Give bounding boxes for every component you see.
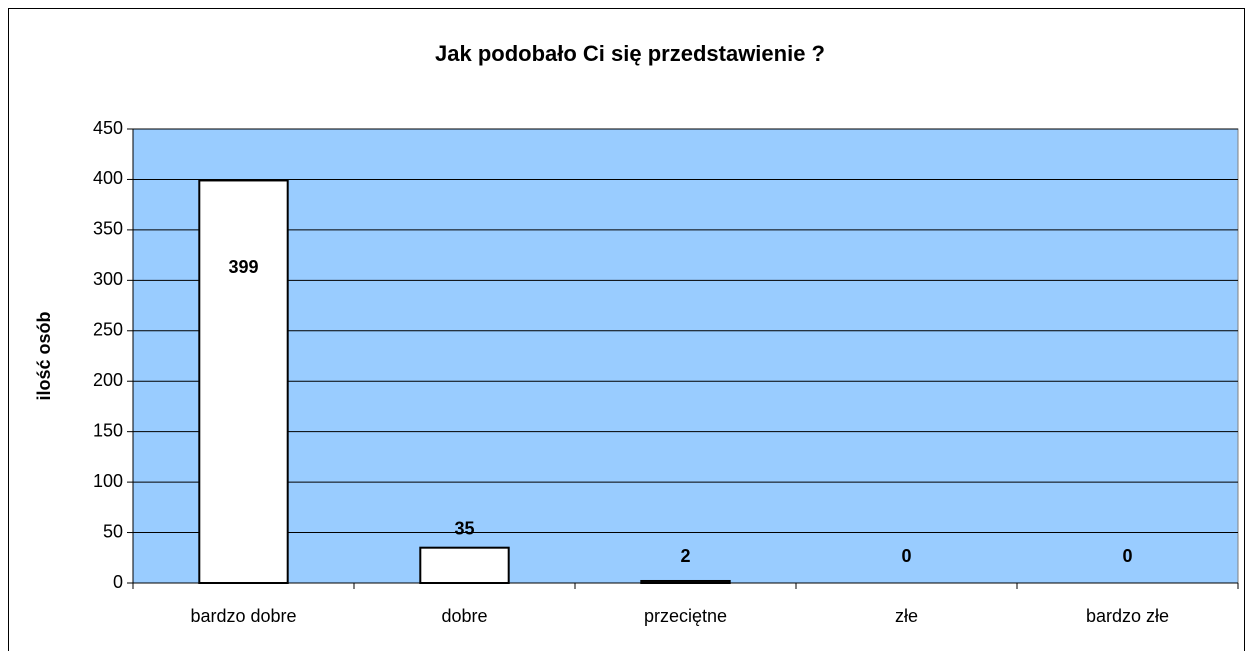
bar: [640, 579, 731, 585]
x-tick-label: bardzo dobre: [190, 606, 296, 626]
y-tick-label: 450: [93, 118, 123, 138]
value-label: 399: [228, 257, 258, 277]
bar: [198, 179, 289, 584]
y-axis-label: ilość osób: [34, 311, 54, 400]
bar: [419, 546, 510, 585]
y-tick-label: 200: [93, 370, 123, 390]
value-label: 0: [1122, 546, 1132, 566]
value-label: 2: [680, 546, 690, 566]
x-tick-label: przeciętne: [644, 606, 727, 626]
y-tick-label: 0: [113, 572, 123, 592]
x-tick-label: bardzo złe: [1086, 606, 1169, 626]
value-label: 35: [454, 518, 474, 538]
y-tick-label: 350: [93, 219, 123, 239]
x-tick-label: dobre: [441, 606, 487, 626]
chart-title: Jak podobało Ci się przedstawienie ?: [435, 41, 825, 66]
y-tick-label: 100: [93, 471, 123, 491]
y-tick-label: 300: [93, 269, 123, 289]
value-label: 0: [901, 546, 911, 566]
y-tick-label: 50: [103, 521, 123, 541]
y-tick-label: 150: [93, 420, 123, 440]
x-tick-label: złe: [895, 606, 918, 626]
y-tick-label: 250: [93, 320, 123, 340]
plot-area: [132, 128, 1239, 584]
y-tick-label: 400: [93, 168, 123, 188]
